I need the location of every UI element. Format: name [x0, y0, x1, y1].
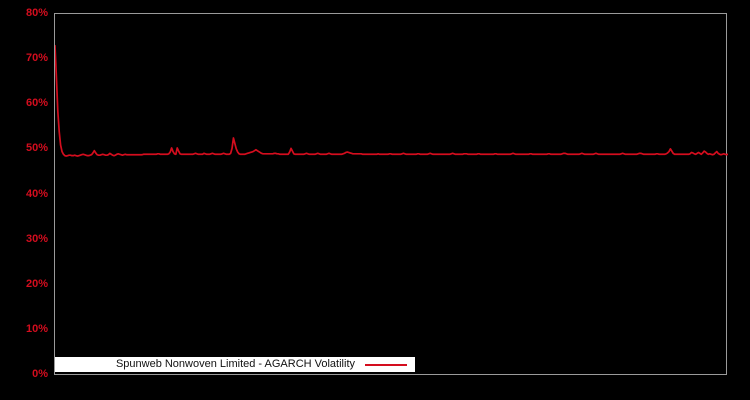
volatility-line-svg — [55, 44, 728, 157]
y-tick-label: 80% — [25, 7, 48, 19]
y-tick-label: 0% — [32, 368, 48, 380]
plot-area — [54, 13, 728, 375]
y-tick-label: 10% — [25, 323, 48, 335]
agarch-volatility-line — [55, 44, 728, 157]
y-tick-label: 40% — [25, 188, 48, 200]
chart-legend: Spunweb Nonwoven Limited - AGARCH Volati… — [55, 357, 415, 372]
y-tick-label: 20% — [25, 278, 48, 290]
y-tick-label: 60% — [25, 97, 48, 109]
legend-label: Spunweb Nonwoven Limited - AGARCH Volati… — [115, 358, 355, 370]
legend-line-swatch — [365, 359, 407, 370]
y-tick-label: 50% — [25, 142, 48, 154]
y-tick-label: 30% — [25, 233, 48, 245]
y-tick-label: 70% — [25, 52, 48, 64]
